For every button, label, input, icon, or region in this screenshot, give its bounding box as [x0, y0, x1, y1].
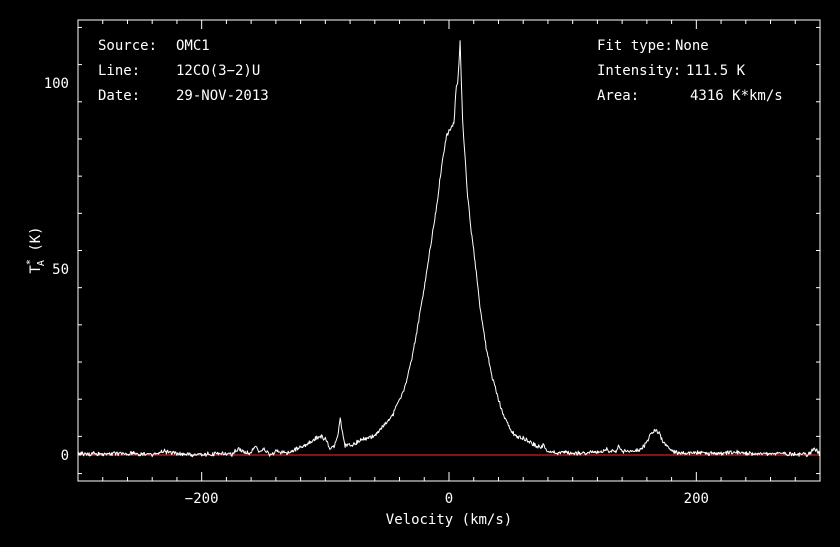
- date-value: 29-NOV-2013: [176, 88, 269, 104]
- line-key: Line:: [98, 63, 140, 79]
- fit-type-value: None: [675, 38, 709, 54]
- fit-type-key: Fit type:: [597, 38, 673, 54]
- intensity-key: Intensity:: [597, 63, 681, 79]
- intensity-value: 111.5 K: [686, 63, 746, 79]
- y-axis-label: T*A (K): [25, 226, 47, 273]
- x-tick-label: 200: [684, 491, 709, 507]
- y-tick-label: 50: [52, 262, 69, 278]
- x-tick-label: −200: [185, 491, 219, 507]
- area-value: 4316 K*km/s: [690, 88, 783, 104]
- date-key: Date:: [98, 88, 140, 104]
- info-left: Source: OMC1 Line: 12CO(3−2)U Date: 29-N…: [98, 38, 269, 104]
- area-key: Area:: [597, 88, 639, 104]
- spectrum-line: [77, 40, 821, 458]
- source-key: Source:: [98, 38, 157, 54]
- y-tick-label: 100: [44, 76, 69, 92]
- y-tick-label: 0: [61, 448, 69, 464]
- axes-ticks: −200 0 200 0 50 100: [44, 20, 821, 507]
- data-layer: [77, 40, 821, 458]
- line-value: 12CO(3−2)U: [176, 63, 260, 79]
- info-right: Fit type: None Intensity: 111.5 K Area: …: [597, 38, 783, 104]
- x-axis-label: Velocity (km/s): [386, 512, 512, 528]
- x-tick-label: 0: [445, 491, 453, 507]
- source-value: OMC1: [176, 38, 210, 54]
